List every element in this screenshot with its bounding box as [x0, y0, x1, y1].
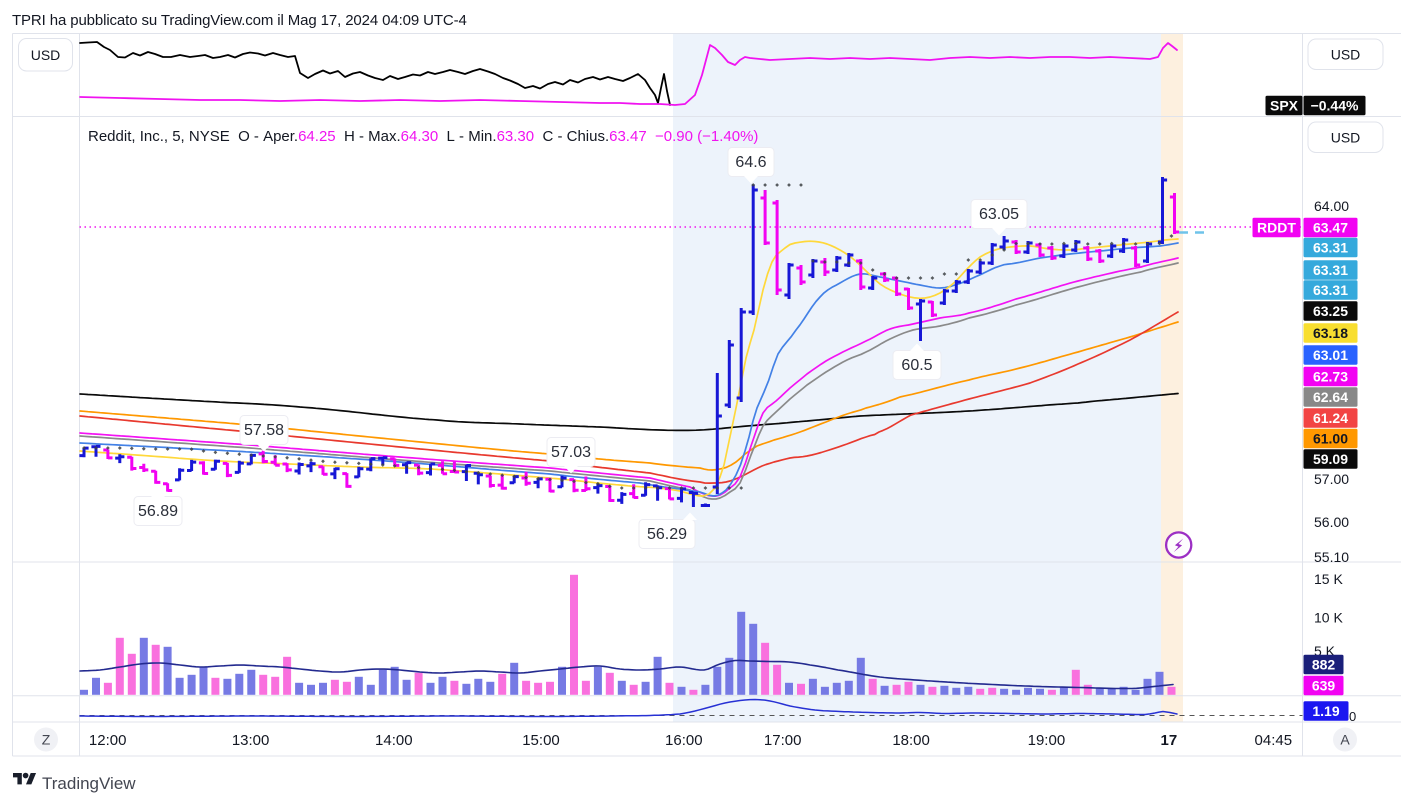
svg-text:12:00: 12:00 — [89, 732, 127, 749]
svg-text:62.64: 62.64 — [1313, 389, 1348, 405]
svg-text:64.00: 64.00 — [1314, 198, 1349, 214]
svg-text:16:00: 16:00 — [665, 732, 703, 749]
svg-text:−0.44%: −0.44% — [1311, 98, 1359, 114]
svg-text:SPX: SPX — [1270, 98, 1299, 114]
svg-text:17:00: 17:00 — [764, 732, 802, 749]
svg-text:63.05: 63.05 — [979, 206, 1019, 223]
svg-text:A: A — [1340, 732, 1350, 748]
svg-text:56.29: 56.29 — [647, 526, 687, 543]
svg-text:639: 639 — [1312, 678, 1336, 694]
svg-text:56.89: 56.89 — [138, 503, 178, 520]
svg-text:Reddit, Inc., 5, NYSE O - Ape: Reddit, Inc., 5, NYSE O - Aper.64.25 H -… — [88, 128, 758, 145]
svg-text:USD: USD — [1331, 46, 1361, 62]
svg-text:61.00: 61.00 — [1313, 431, 1348, 447]
svg-text:62.73: 62.73 — [1313, 369, 1348, 385]
svg-text:15 K: 15 K — [1314, 571, 1343, 587]
svg-text:63.25: 63.25 — [1313, 303, 1348, 319]
svg-text:USD: USD — [1331, 129, 1361, 145]
svg-text:TradingView: TradingView — [42, 774, 136, 793]
svg-text:18:00: 18:00 — [892, 732, 930, 749]
svg-text:63.47: 63.47 — [1313, 220, 1348, 236]
svg-text:59.09: 59.09 — [1313, 451, 1348, 467]
svg-text:60.5: 60.5 — [901, 357, 932, 374]
svg-text:64.6: 64.6 — [735, 154, 766, 171]
svg-text:61.24: 61.24 — [1313, 410, 1348, 426]
svg-text:63.01: 63.01 — [1313, 347, 1348, 363]
svg-text:882: 882 — [1312, 657, 1336, 673]
svg-text:13:00: 13:00 — [232, 732, 270, 749]
svg-text:57.00: 57.00 — [1314, 471, 1349, 487]
svg-text:63.18: 63.18 — [1313, 325, 1348, 341]
svg-text:1.19: 1.19 — [1312, 703, 1339, 719]
svg-text:63.31: 63.31 — [1313, 282, 1348, 298]
svg-text:04:45: 04:45 — [1255, 732, 1293, 749]
svg-text:15:00: 15:00 — [522, 732, 560, 749]
svg-text:19:00: 19:00 — [1028, 732, 1066, 749]
svg-text:57.58: 57.58 — [244, 422, 284, 439]
svg-text:14:00: 14:00 — [375, 732, 413, 749]
svg-text:55.10: 55.10 — [1314, 549, 1349, 565]
svg-text:10 K: 10 K — [1314, 610, 1343, 626]
svg-text:63.31: 63.31 — [1313, 240, 1348, 256]
svg-text:57.03: 57.03 — [551, 444, 591, 461]
svg-text:0: 0 — [1349, 709, 1356, 724]
svg-text:USD: USD — [31, 47, 61, 63]
svg-text:56.00: 56.00 — [1314, 514, 1349, 530]
svg-text:TPRI ha pubblicato su TradingV: TPRI ha pubblicato su TradingView.com il… — [12, 12, 467, 29]
svg-text:Z: Z — [42, 732, 51, 748]
svg-text:17: 17 — [1161, 732, 1178, 749]
svg-text:RDDT: RDDT — [1257, 220, 1296, 236]
svg-text:63.31: 63.31 — [1313, 262, 1348, 278]
